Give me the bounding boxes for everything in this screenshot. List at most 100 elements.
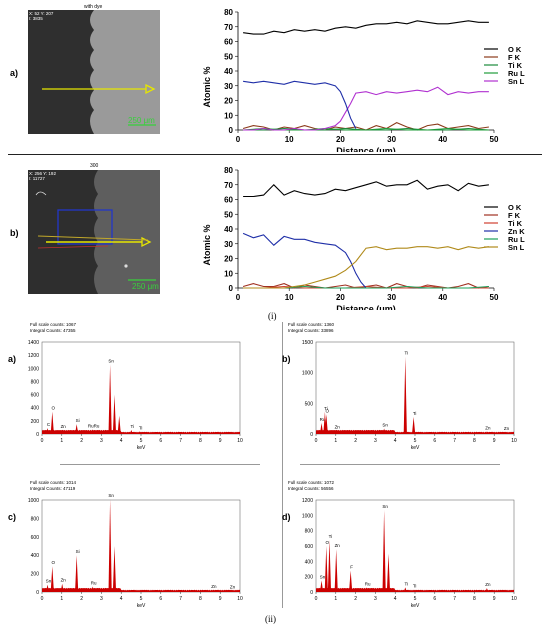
eds-b-xtick-label: 3	[374, 438, 377, 444]
eds-b-peak-label: Zn	[504, 426, 510, 431]
caption-part-i: (i)	[268, 311, 277, 321]
eds-c-peak-label: Zn	[61, 578, 67, 583]
eds-d-peak-3	[334, 549, 338, 592]
eds-b-peak-8	[503, 432, 508, 434]
eds-panel-b: Full scale counts: 1360 Integral Counts:…	[282, 322, 542, 452]
eds-d-peak-label: Ti	[413, 584, 417, 589]
eds-d-peak-10	[485, 588, 489, 592]
eds-b-full-scale: Full scale counts: 1360	[288, 322, 335, 327]
line-b-ytick-label: 70	[224, 181, 233, 190]
eds-d-ytick-label: 800	[305, 529, 314, 535]
line-b-ytick-label: 10	[224, 269, 233, 278]
eds-c-peak-label: Sn	[46, 579, 52, 584]
eds-c-ytick-label: 1000	[28, 498, 39, 504]
caption-part-ii: (ii)	[265, 614, 276, 624]
eds-a-peak-2	[60, 430, 64, 434]
eds-c-peak-label: Zn	[211, 584, 217, 589]
eds-d-xtick-label: 4	[394, 596, 397, 602]
eds-b-background	[316, 429, 514, 434]
line-a-legend-label: Sn L	[508, 77, 525, 86]
eds-a-peak-label: RuRu	[88, 423, 100, 428]
sem-title-b: 300	[90, 163, 99, 169]
eds-d-xtick-label: 9	[493, 596, 496, 602]
eds-d-peak-6	[382, 509, 386, 592]
eds-c-peak-label: Si	[76, 549, 80, 554]
eds-c-xtick-label: 4	[120, 596, 123, 602]
eds-d-peak-label: F	[350, 565, 353, 570]
line-a-series-4	[243, 86, 489, 131]
eds-c-ytick-label: 600	[31, 535, 40, 541]
sem-info-a: X: 52 Y: 207 I: 3835	[29, 11, 53, 21]
eds-a-xtick-label: 9	[219, 438, 222, 444]
line-a-xtick-label: 50	[490, 135, 499, 144]
eds-a-xtick-label: 2	[80, 438, 83, 444]
eds-a-peak-label: Zn	[61, 424, 67, 429]
eds-b-xtick-label: 9	[493, 438, 496, 444]
eds-b-peak-3	[334, 430, 338, 434]
eds-a-peak-7	[117, 415, 121, 434]
eds-c-label: c)	[8, 512, 17, 522]
eds-d-ytick-label: 1200	[302, 498, 313, 504]
eds-d-label: d)	[282, 512, 291, 522]
line-b-series-0	[243, 179, 489, 198]
eds-a-peak-label: Sn	[108, 358, 114, 363]
eds-b-xtick-label: 4	[394, 438, 397, 444]
sem-coords-b: X: 256 Y: 192	[29, 171, 56, 176]
line-b-xlabel: Distance (um)	[336, 304, 396, 310]
eds-a-label: a)	[8, 354, 17, 364]
eds-d-peak-9	[412, 589, 416, 592]
eds-c-peak-8	[229, 590, 234, 592]
eds-d-peak-5	[365, 587, 369, 592]
line-b-xtick-label: 50	[490, 293, 499, 302]
eds-panel-c: Full scale counts: 1014 Integral Counts:…	[8, 480, 268, 610]
line-a-ytick-label: 30	[224, 82, 233, 91]
eds-divider-right	[300, 464, 500, 465]
eds-b-peak-label: Ru	[320, 417, 326, 422]
line-a-xtick-label: 20	[336, 135, 345, 144]
eds-b-ytick-label: 1500	[302, 340, 313, 346]
eds-a-frame	[41, 341, 241, 435]
line-b-ytick-label: 50	[224, 210, 233, 219]
line-b-ytick-label: 20	[224, 255, 233, 264]
eds-c-peak-label: O	[52, 560, 56, 565]
eds-d-ytick-label: 1000	[302, 513, 313, 519]
line-b-legend-label: O K	[508, 203, 522, 212]
eds-d-peak-1	[324, 546, 328, 592]
eds-c-frame	[41, 499, 241, 593]
eds-c-peak-label: Zn	[230, 585, 236, 590]
eds-a-xtick-label: 3	[100, 438, 103, 444]
eds-c-xlabel: keV	[137, 603, 146, 609]
divider-line	[8, 154, 542, 155]
eds-b-xtick-label: 1	[334, 438, 337, 444]
sem-coords-a: X: 52 Y: 207	[29, 11, 54, 16]
eds-d-frame	[315, 499, 515, 593]
eds-b-peak-label: Sn	[382, 422, 388, 427]
line-a-ytick-label: 20	[224, 97, 233, 106]
line-chart-a: 0 10 20 30 40 50 60 70 80 0 10 20 30 40 50 Distance (um…	[202, 8, 525, 152]
eds-b-peak-label: O	[326, 408, 330, 413]
line-a-xtick-label: 0	[236, 135, 241, 144]
eds-a-peak-9	[138, 431, 142, 434]
line-a-legend-label: O K	[508, 45, 522, 54]
row-b-label: b)	[10, 228, 19, 238]
eds-d-xtick-label: 10	[511, 596, 517, 602]
eds-b-xtick-label: 2	[354, 438, 357, 444]
eds-a-ytick-label: 1400	[28, 340, 39, 346]
eds-a-ytick-label: 1000	[28, 366, 39, 372]
sem-intensity-b: I: 11727	[29, 176, 45, 181]
eds-c-xtick-label: 6	[159, 596, 162, 602]
eds-panel-a: Full scale counts: 1067 Integral Counts:…	[8, 322, 268, 452]
eds-b-xtick-label: 5	[414, 438, 417, 444]
eds-b-peak-0	[319, 422, 324, 434]
line-a-xtick-label: 10	[285, 135, 294, 144]
eds-c-xtick-label: 9	[219, 596, 222, 602]
eds-d-peak-7	[386, 553, 391, 592]
eds-divider-left	[60, 464, 260, 465]
eds-b-xtick-label: 6	[433, 438, 436, 444]
eds-c-peak-3	[75, 555, 79, 592]
eds-d-peak-label: Zn	[485, 582, 491, 587]
eds-d-peak-label: Sn	[382, 504, 388, 509]
line-a-ylabel: Atomic %	[202, 66, 212, 107]
